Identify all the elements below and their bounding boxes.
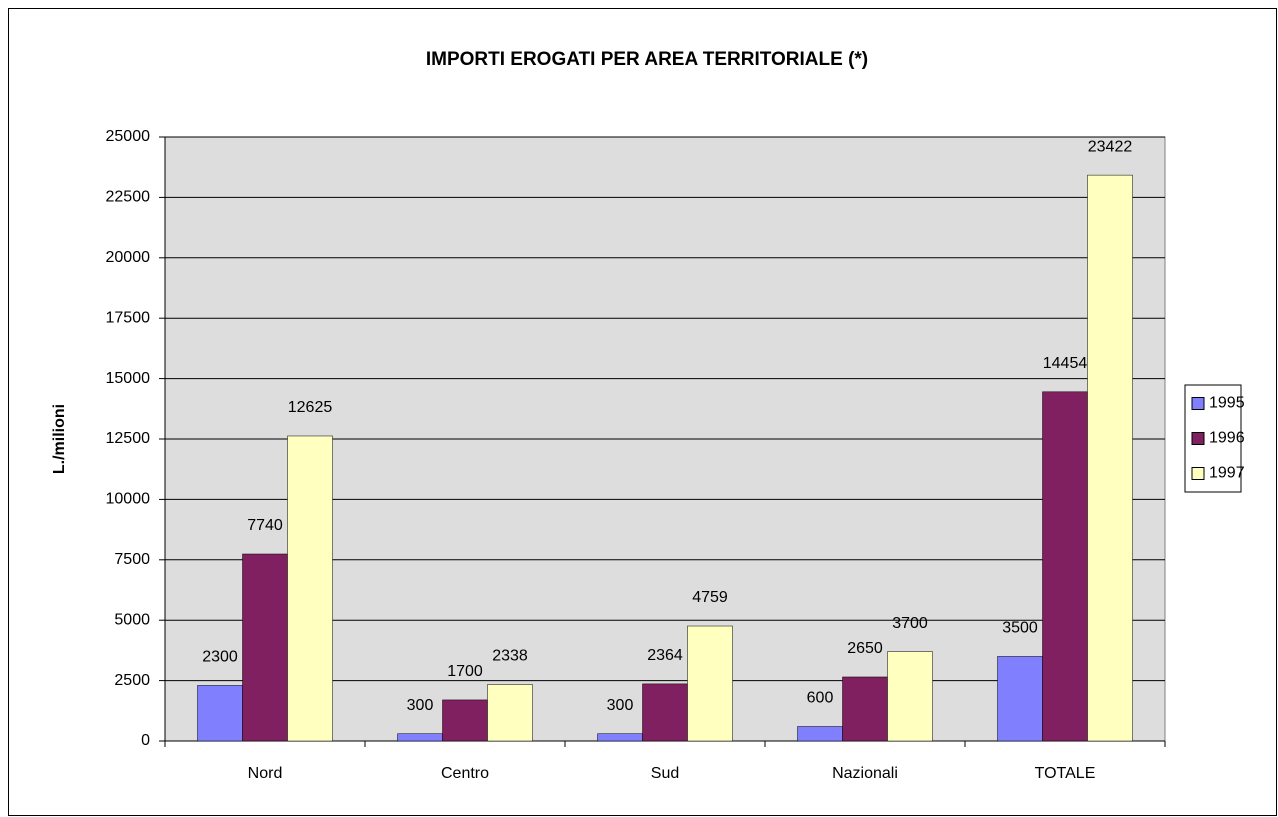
data-label: 14454 [1043,355,1088,372]
x-tick-label: Nord [248,765,283,782]
y-axis-label: L./milioni [51,404,68,474]
bar [1042,391,1088,742]
bar [887,651,933,742]
bar [597,733,643,742]
x-tick-label: TOTALE [1035,765,1096,782]
y-tick-label: 10000 [106,491,151,508]
y-tick-label: 15000 [106,370,151,387]
data-label: 600 [807,690,834,707]
legend-label: 1995 [1209,395,1245,412]
data-label: 2338 [492,648,528,665]
data-label: 300 [607,697,634,714]
legend-swatch [1191,432,1205,445]
bar [797,726,843,742]
y-tick-label: 2500 [114,672,150,689]
data-label: 2300 [202,649,238,666]
y-tick-label: 20000 [106,249,151,266]
y-tick-label: 22500 [106,189,151,206]
legend-swatch [1191,467,1205,480]
data-label: 1700 [447,663,483,680]
y-tick-label: 7500 [114,551,150,568]
y-tick-label: 5000 [114,611,150,628]
bar [197,685,243,742]
bar [287,435,333,742]
bar [687,625,733,742]
y-tick-label: 17500 [106,309,151,326]
data-label: 3700 [892,615,928,632]
y-tick-label: 12500 [106,430,151,447]
y-tick-label: 25000 [106,128,151,145]
legend-label: 1996 [1209,430,1245,447]
data-label: 2650 [847,640,883,657]
x-tick-label: Centro [441,765,489,782]
data-label: 4759 [692,589,728,606]
data-label: 300 [407,697,434,714]
bar [487,684,533,742]
data-label: 12625 [288,399,333,416]
x-tick-label: Nazionali [832,765,898,782]
bar [397,733,443,742]
chart-title: IMPORTI EROGATI PER AREA TERRITORIALE (*… [426,49,868,70]
y-tick-label: 0 [141,732,150,749]
data-label: 7740 [247,517,283,534]
bar [842,676,888,742]
data-label: 2364 [647,647,683,664]
bar [1087,174,1133,742]
bar [997,656,1043,742]
bar [242,553,288,742]
bar [642,683,688,742]
legend-swatch [1191,397,1205,410]
data-label: 23422 [1088,138,1133,155]
legend-label: 1997 [1209,465,1245,482]
data-label: 3500 [1002,620,1038,637]
x-tick-label: Sud [651,765,679,782]
bar [442,699,488,742]
